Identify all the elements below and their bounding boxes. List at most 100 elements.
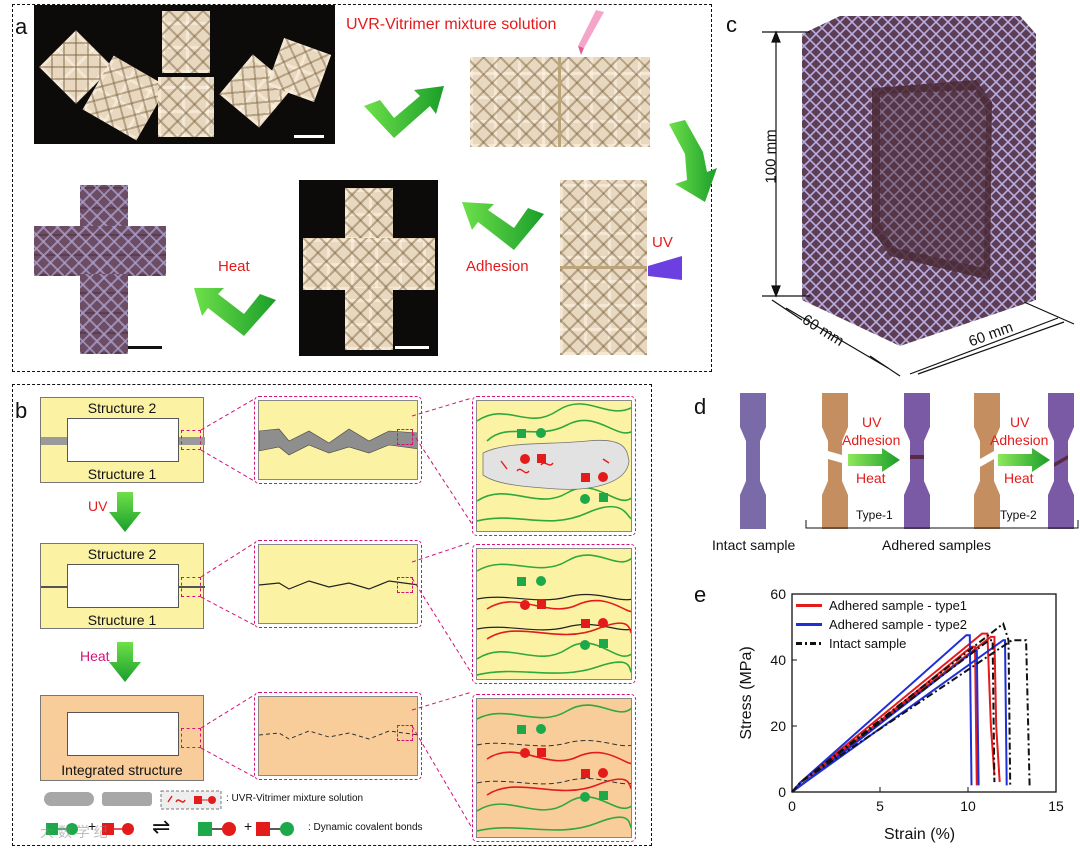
photo-joined-cubes-top: [470, 57, 650, 147]
scale-bar: [395, 346, 429, 349]
hollow-rect: [67, 418, 179, 462]
zoom-marker: [181, 728, 201, 748]
cross-purple-bottom: [80, 274, 128, 354]
legend-equilibrium-arrow: ⇌: [152, 814, 171, 839]
structure2-label: Structure 2: [87, 546, 157, 562]
heat-step-label: Heat: [80, 648, 110, 664]
structure-diagram-2: Structure 2 Structure 1: [40, 543, 205, 629]
intact-sample-label: Intact sample: [712, 537, 796, 553]
large-lattice-frame: [802, 16, 1036, 346]
uv-light-icon: [648, 256, 682, 280]
tensile-specimen-adhered-2: [1048, 393, 1074, 529]
d-arrow2-line1: UV: [1010, 414, 1030, 430]
type1-label: Type-1: [856, 508, 893, 522]
adhesion-label-a: Adhesion: [466, 258, 529, 275]
x-tick-label: 10: [960, 798, 976, 814]
panel-b-frame: [12, 384, 652, 846]
series-2-curve-2: [791, 639, 1031, 793]
green-arrow-icon: [194, 288, 276, 336]
legend-item-intact: Intact sample: [796, 636, 906, 651]
chart-ylabel: Stress (MPa): [738, 646, 755, 740]
legend-solution-icon: [160, 790, 222, 810]
photo-lattice-cubes: [34, 5, 335, 144]
y-tick-label: 20: [770, 718, 786, 734]
stress-strain-chart: 0 5 10 15 0 20 40 60: [770, 586, 1064, 814]
dimension-height-label: 100 mm: [762, 129, 780, 184]
heat-label-a: Heat: [218, 258, 250, 275]
chart-xlabel: Strain (%): [884, 826, 956, 843]
joint-line: [558, 57, 561, 147]
photo-stacked-cubes: [560, 180, 647, 355]
legend-item-type2: Adhered sample - type2: [796, 617, 967, 632]
legend-label: Adhered sample - type1: [829, 598, 968, 613]
pipette-icon: [578, 10, 604, 55]
cross-top: [345, 188, 393, 240]
legend-bonds-label: : Dynamic covalent bonds: [308, 822, 423, 833]
interface-zoom-1: [254, 396, 422, 484]
tensile-specimen-intact: [740, 393, 766, 529]
d-arrow1-line2: Adhesion: [842, 432, 901, 448]
legend-swatch-blue: [796, 623, 822, 626]
legend-gray-blob-smooth: [44, 792, 94, 806]
green-arrow-icon: [462, 202, 544, 250]
panel-c-letter: c: [726, 12, 737, 37]
cube-4: [158, 77, 214, 137]
down-arrow-icon: [109, 492, 141, 532]
legend-solution-label: : UVR-Vitrimer mixture solution: [226, 793, 364, 804]
process-arrow-icon: [998, 448, 1050, 472]
y-tick-label: 40: [770, 652, 786, 668]
cross-purple-arm: [34, 226, 166, 276]
structure-diagram-3: Integrated structure: [40, 695, 204, 781]
molecular-zoom-3: [472, 694, 636, 842]
dimension-lines: [762, 30, 1075, 377]
series-1-curve-2: [791, 649, 980, 793]
legend-item-type1: Adhered sample - type1: [796, 598, 967, 613]
tensile-specimen-broken-2: [974, 393, 1000, 529]
zoom-marker: [397, 725, 413, 741]
process-arrow-icon: [848, 448, 900, 472]
legend-plus-2: +: [244, 818, 253, 834]
cube-3: [162, 11, 210, 73]
legend-swatch-black: [796, 642, 822, 645]
x-tick-label: 5: [876, 798, 884, 814]
cross-bottom: [345, 288, 393, 350]
integrated-label: Integrated structure: [61, 762, 183, 778]
y-tick-label: 0: [778, 784, 786, 800]
panel-b-letter: b: [15, 398, 28, 423]
panel-d-letter: d: [694, 394, 707, 419]
d-arrow2-line2: Adhesion: [990, 432, 1049, 448]
zoom-marker: [181, 430, 201, 450]
joint-line-horizontal: [560, 266, 647, 269]
mixture-solution-label: UVR-Vitrimer mixture solution: [346, 16, 557, 33]
panel-a-frame: [12, 4, 712, 372]
legend-label: Adhered sample - type2: [829, 617, 968, 632]
series-2-curve-1: [791, 622, 1012, 793]
adhered-bracket: [805, 520, 1079, 529]
hollow-rect: [67, 564, 179, 608]
zoom-marker: [397, 429, 413, 445]
tensile-specimen-broken-1: [822, 393, 848, 529]
interface-zoom-2: [254, 540, 422, 628]
uv-label-a: UV: [652, 234, 673, 251]
structure1-label: Structure 1: [87, 612, 157, 628]
legend-label: Intact sample: [829, 636, 907, 651]
panel-e-letter: e: [694, 582, 707, 607]
legend-plus-1: +: [88, 818, 97, 834]
cross-arm: [303, 238, 435, 290]
watermark: 大 数 学 纪: [40, 824, 108, 840]
interface-zoom-3: [254, 692, 422, 780]
legend-bonds-left: [46, 823, 134, 835]
molecular-zoom-2: [472, 544, 636, 684]
series-1-curve-0: [791, 634, 973, 793]
scale-bar: [128, 346, 162, 349]
structure-diagram-1: Structure 2 Structure 1: [40, 397, 205, 483]
zoom-marker: [181, 577, 201, 597]
panel-a-letter: a: [15, 14, 28, 39]
d-arrow1-line1: UV: [862, 414, 882, 430]
x-tick-label: 15: [1048, 798, 1064, 814]
d-arrow2-line3: Heat: [1004, 470, 1034, 486]
scale-bar: [294, 135, 324, 138]
adhered-samples-label: Adhered samples: [882, 537, 991, 553]
zoom-marker: [397, 577, 413, 593]
legend-swatch-red: [796, 604, 822, 607]
